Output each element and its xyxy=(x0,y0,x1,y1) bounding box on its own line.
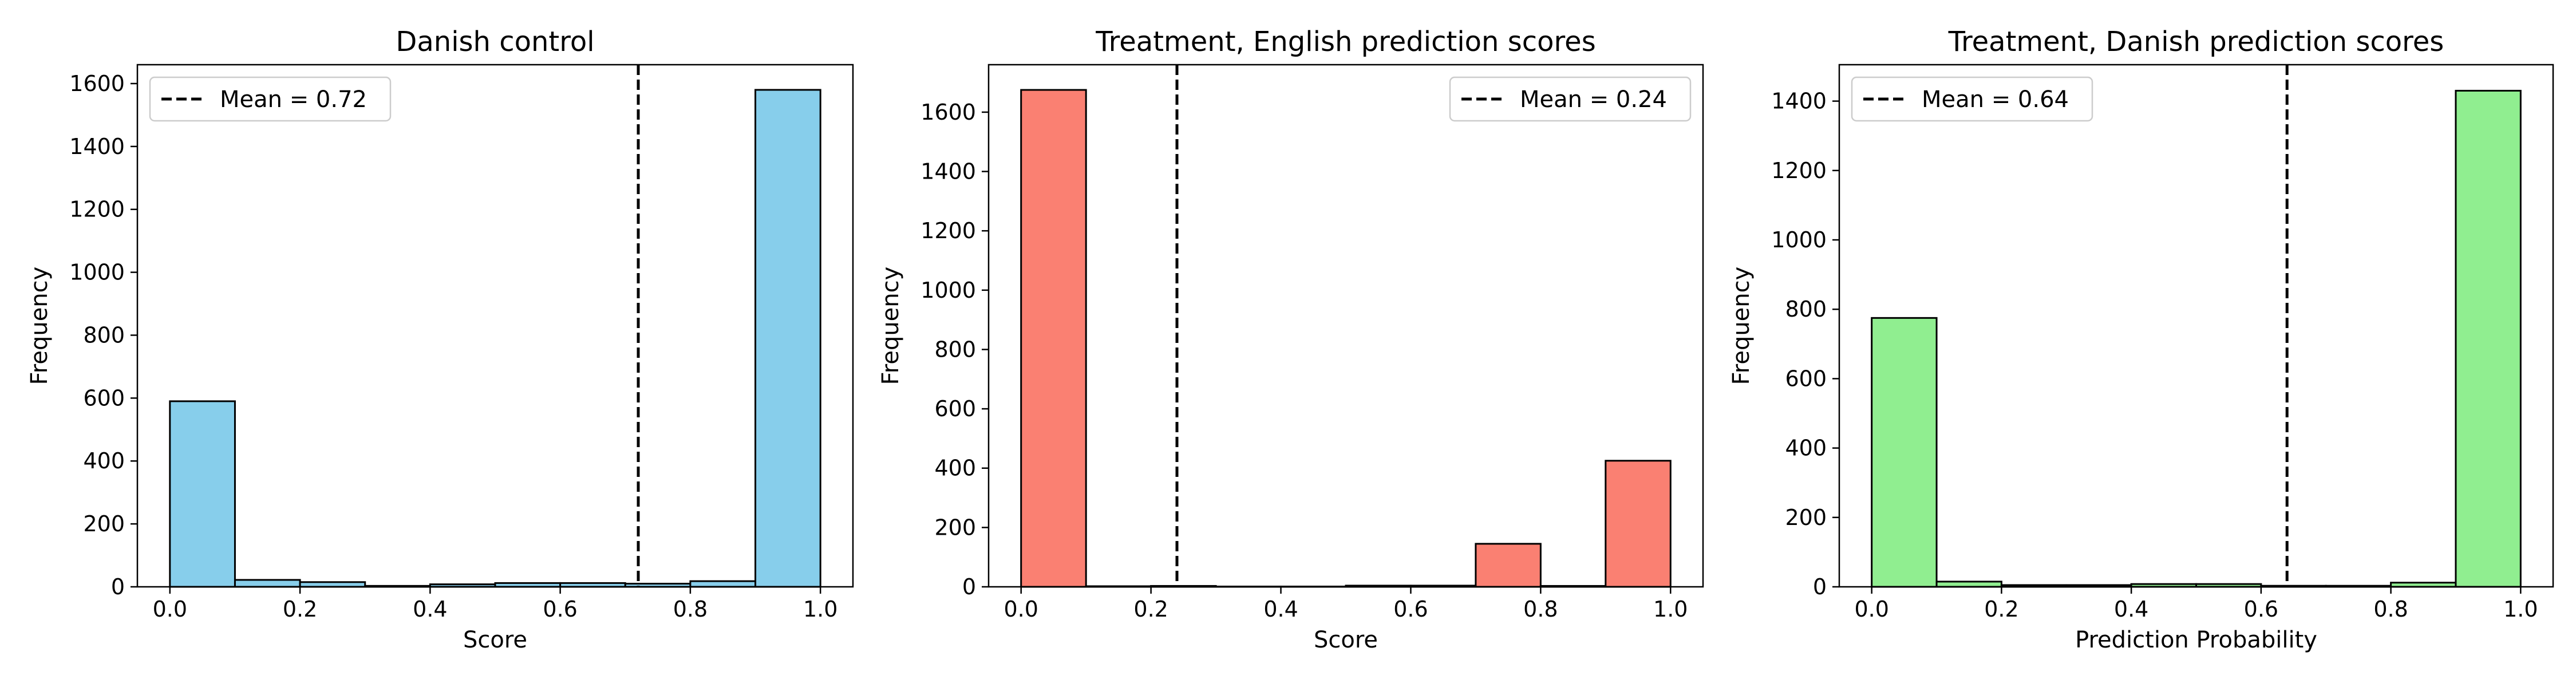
x-tick-label: 0.0 xyxy=(153,597,187,622)
legend: Mean = 0.64 xyxy=(1851,76,2093,122)
y-tick-label: 400 xyxy=(83,448,125,473)
y-tick-label: 1200 xyxy=(69,197,125,222)
chart-panel-3: 0.0 0.2 0.4 0.6 0.8 1.0 0 200 400 600 800 1000 1200 1… xyxy=(1728,26,2554,653)
histogram-bar xyxy=(689,580,757,588)
x-tick-label: 0.8 xyxy=(2373,597,2408,622)
x-axis-label: Score xyxy=(1314,627,1378,653)
y-tick-label: 1400 xyxy=(920,159,976,184)
x-tick-label: 0.8 xyxy=(1523,597,1558,622)
histogram-bar xyxy=(169,400,236,588)
y-tick-label: 200 xyxy=(1785,505,1827,530)
legend-box xyxy=(1449,76,1692,122)
histogram-bar xyxy=(754,89,821,588)
y-tick-label: 400 xyxy=(934,456,976,481)
x-tick-label: 0.6 xyxy=(1393,597,1428,622)
legend-label: Mean = 0.64 xyxy=(1922,86,2069,113)
x-tick-label: 0.8 xyxy=(673,597,708,622)
y-tick-label: 1200 xyxy=(920,218,976,243)
legend-label: Mean = 0.72 xyxy=(220,86,367,113)
x-tick-label: 0.4 xyxy=(2114,597,2148,622)
x-tick-label: 1.0 xyxy=(803,597,837,622)
y-tick-label: 200 xyxy=(83,511,125,536)
histogram-bar xyxy=(1475,543,1542,588)
y-tick-label: 0 xyxy=(962,574,976,599)
histogram-bar xyxy=(234,579,301,588)
y-tick-label: 0 xyxy=(111,574,125,599)
chart-title: Treatment, English prediction scores xyxy=(1095,26,1595,58)
y-tick-label: 0 xyxy=(1813,574,1827,599)
y-tick-label: 1400 xyxy=(69,134,125,159)
x-tick-label: 0.2 xyxy=(1984,597,2018,622)
axes-frame xyxy=(1838,64,2554,588)
axes-frame xyxy=(136,64,854,588)
y-tick-label: 1000 xyxy=(1771,227,1827,252)
chart-title: Treatment, Danish prediction scores xyxy=(1948,26,2444,58)
y-tick-label: 1000 xyxy=(69,260,125,285)
x-axis-label: Prediction Probability xyxy=(2075,627,2317,653)
legend: Mean = 0.24 xyxy=(1449,76,1692,122)
y-tick-label: 1000 xyxy=(920,278,976,303)
y-tick-label: 800 xyxy=(83,322,125,348)
axes-frame xyxy=(987,64,1704,588)
chart-panel-2: 0.0 0.2 0.4 0.6 0.8 1.0 0 200 400 600 800 1000 1200 1… xyxy=(878,26,1704,653)
y-tick-label: 1600 xyxy=(920,100,976,125)
histogram-bar xyxy=(2455,89,2522,588)
x-tick-label: 0.2 xyxy=(283,597,317,622)
y-axis-label: Frequency xyxy=(26,267,53,385)
x-tick-label: 1.0 xyxy=(2503,597,2538,622)
x-tick-label: 0.0 xyxy=(1854,597,1888,622)
y-tick-label: 1600 xyxy=(69,71,125,96)
x-tick-label: 1.0 xyxy=(1653,597,1688,622)
x-tick-label: 0.6 xyxy=(543,597,577,622)
x-tick-label: 0.6 xyxy=(2244,597,2278,622)
histogram-bar xyxy=(1871,317,1938,588)
histogram-bar xyxy=(1605,460,1672,588)
y-tick-label: 800 xyxy=(1785,297,1827,322)
legend-label: Mean = 0.24 xyxy=(1520,86,1667,113)
x-tick-label: 0.0 xyxy=(1004,597,1038,622)
y-tick-label: 800 xyxy=(934,337,976,362)
y-tick-label: 200 xyxy=(934,515,976,540)
y-tick-label: 400 xyxy=(1785,436,1827,461)
x-tick-label: 0.4 xyxy=(413,597,447,622)
y-tick-label: 1400 xyxy=(1771,89,1827,114)
x-axis-label: Score xyxy=(463,627,527,653)
histogram-bar xyxy=(1020,89,1087,588)
histogram-bars xyxy=(169,89,821,588)
legend-box xyxy=(1851,76,2093,122)
y-tick-label: 1200 xyxy=(1771,158,1827,183)
legend-box xyxy=(149,76,392,122)
x-tick-label: 0.2 xyxy=(1133,597,1168,622)
histogram-bar xyxy=(1935,581,2002,588)
chart-panel-1: 0.0 0.2 0.4 0.6 0.8 1.0 0 200 400 600 800 1000 1200 1… xyxy=(26,26,854,653)
y-tick-label: 600 xyxy=(1785,366,1827,391)
legend: Mean = 0.72 xyxy=(149,76,392,122)
y-tick-label: 600 xyxy=(83,385,125,410)
y-axis-label: Frequency xyxy=(878,267,904,385)
y-tick-label: 600 xyxy=(934,396,976,421)
y-axis-label: Frequency xyxy=(1728,267,1755,385)
x-tick-label: 0.4 xyxy=(1263,597,1298,622)
chart-title: Danish control xyxy=(396,26,594,58)
